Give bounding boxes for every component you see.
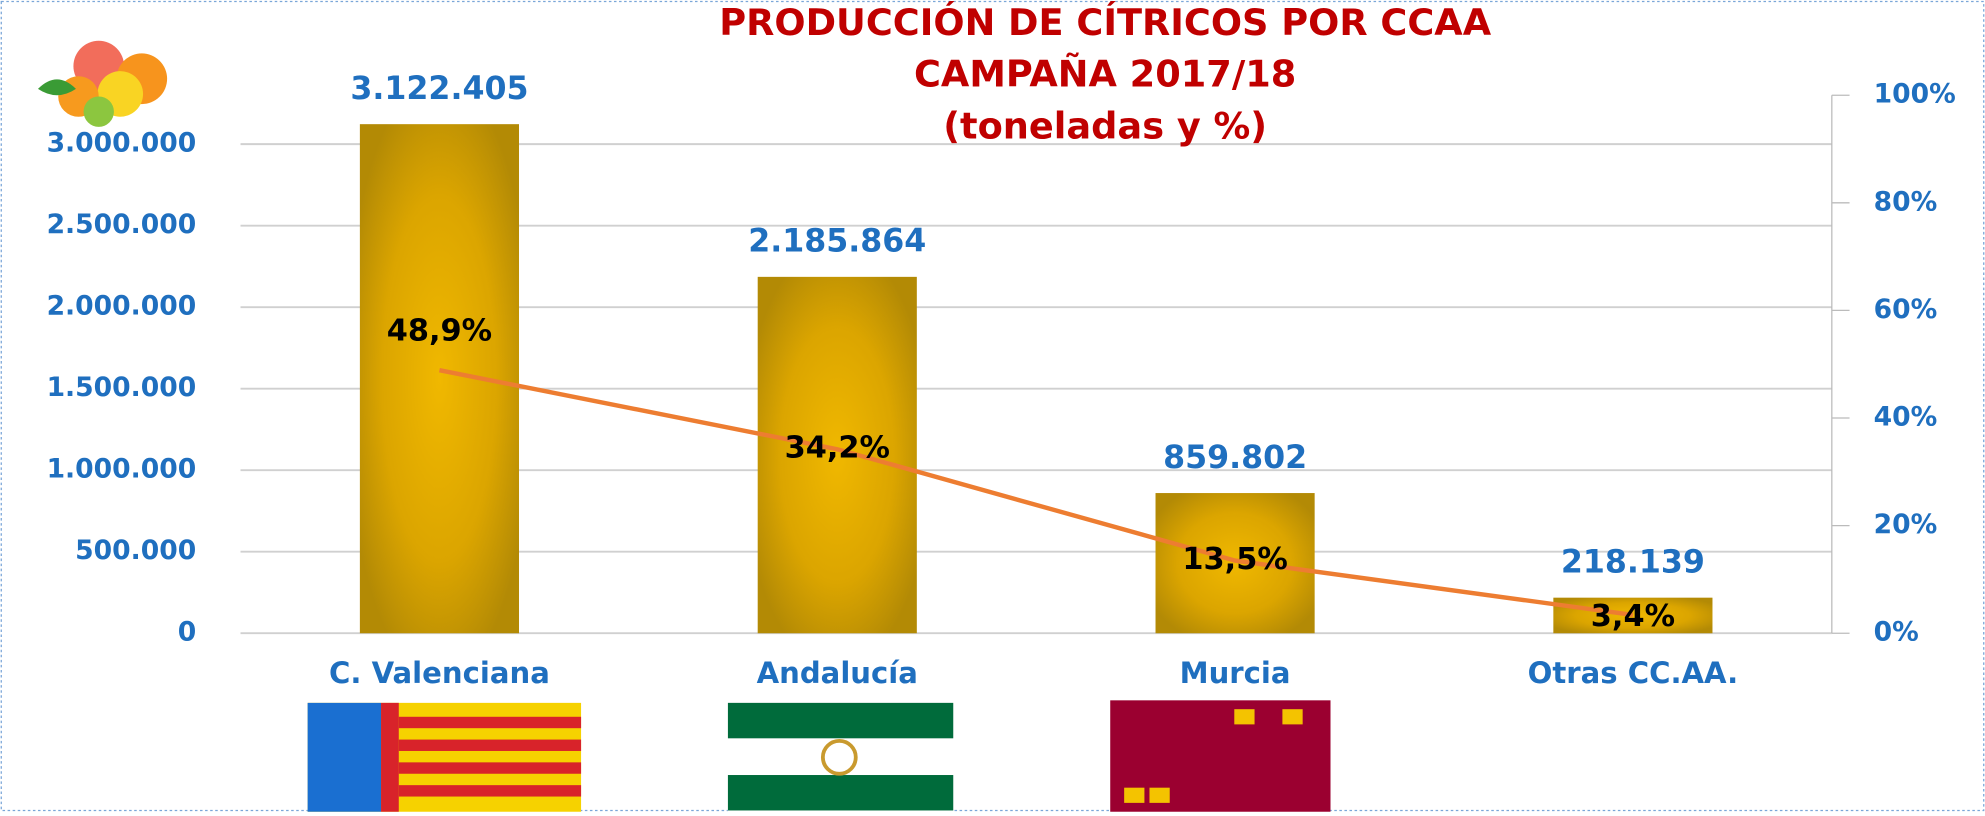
chart-title: PRODUCCIÓN DE CÍTRICOS POR CCAA xyxy=(719,0,1491,44)
bar xyxy=(360,124,519,633)
y2-tick-label: 80% xyxy=(1874,186,1938,217)
line-value-label: 34,2% xyxy=(785,431,890,466)
y-tick-label: 0 xyxy=(178,617,197,648)
line-value-label: 13,5% xyxy=(1182,542,1287,577)
y-tick-label: 2.500.000 xyxy=(47,209,197,240)
x-tick-label: C. Valenciana xyxy=(329,656,550,690)
line-value-label: 48,9% xyxy=(387,314,492,349)
chart-subtitle: CAMPAÑA 2017/18 xyxy=(914,52,1296,96)
bar-value-label: 3.122.405 xyxy=(350,71,528,107)
flag-murcia xyxy=(1110,700,1330,811)
unit-note: (toneladas y %) xyxy=(943,105,1267,148)
fruit-icon xyxy=(38,41,167,127)
flag-valencia xyxy=(308,703,581,812)
flag-andalucia xyxy=(728,703,953,812)
x-tick-label: Otras CC.AA. xyxy=(1528,656,1739,690)
y2-tick-label: 100% xyxy=(1874,79,1956,110)
y-tick-label: 1.500.000 xyxy=(47,372,197,403)
x-tick-label: Andalucía xyxy=(757,656,918,690)
y-tick-label: 1.000.000 xyxy=(47,454,197,485)
line-value-label: 3,4% xyxy=(1591,599,1675,634)
x-tick-label: Murcia xyxy=(1180,656,1291,690)
bar-value-label: 2.185.864 xyxy=(748,224,926,260)
y-tick-label: 500.000 xyxy=(75,535,196,566)
y-tick-label: 2.000.000 xyxy=(47,291,197,322)
y2-tick-label: 20% xyxy=(1874,509,1938,540)
bar-value-label: 859.802 xyxy=(1163,440,1307,476)
y2-tick-label: 40% xyxy=(1874,402,1938,433)
y2-tick-label: 60% xyxy=(1874,294,1938,325)
chart: 0 500.000 1.000.000 1.500.000 2.000.000 2.500… xyxy=(0,0,1985,812)
y2-tick-label: 0% xyxy=(1874,617,1919,648)
y-tick-label: 3.000.000 xyxy=(47,128,197,159)
line xyxy=(439,370,1632,615)
bar-value-label: 218.139 xyxy=(1561,544,1705,580)
